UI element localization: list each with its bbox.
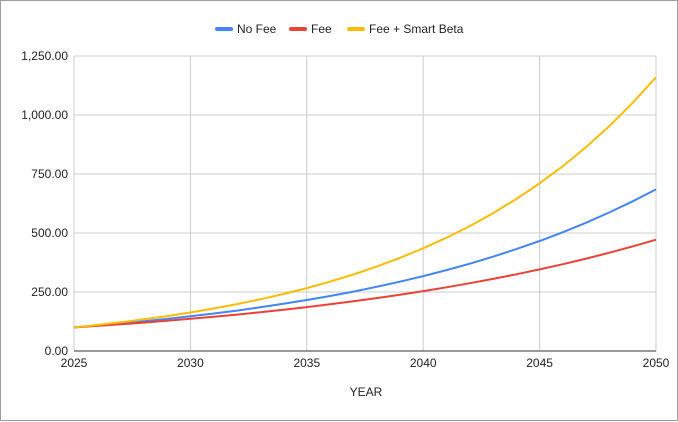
y-tick-label: 1,250.00 [21,49,68,63]
y-tick-label: 1,000.00 [21,108,68,122]
legend-label: No Fee [237,22,277,36]
series-lines [73,76,657,329]
x-tick-label: 2035 [293,356,320,370]
x-tick-label: 2025 [61,356,88,370]
legend-label: Fee [311,22,332,36]
y-tick-label: 0.00 [45,344,69,358]
y-tick-label: 750.00 [31,167,68,181]
y-tick-label: 500.00 [31,226,68,240]
legend: No Fee Fee Fee + Smart Beta [215,22,464,36]
legend-label: Fee + Smart Beta [369,22,464,36]
x-tick-label: 2045 [526,356,553,370]
x-tick-label: 2030 [177,356,204,370]
series-line-no-fee [73,188,657,329]
series-line-fee [73,238,657,329]
x-tick-label: 2050 [643,356,670,370]
axes: 0.00 250.00 500.00 750.00 1,000.00 1,250.00 20… [21,49,669,370]
gridlines [73,55,657,351]
x-tick-label: 2040 [410,356,437,370]
y-tick-label: 250.00 [31,285,68,299]
series-line-fee-smart-beta [73,76,657,329]
x-axis-label: YEAR [350,385,383,399]
